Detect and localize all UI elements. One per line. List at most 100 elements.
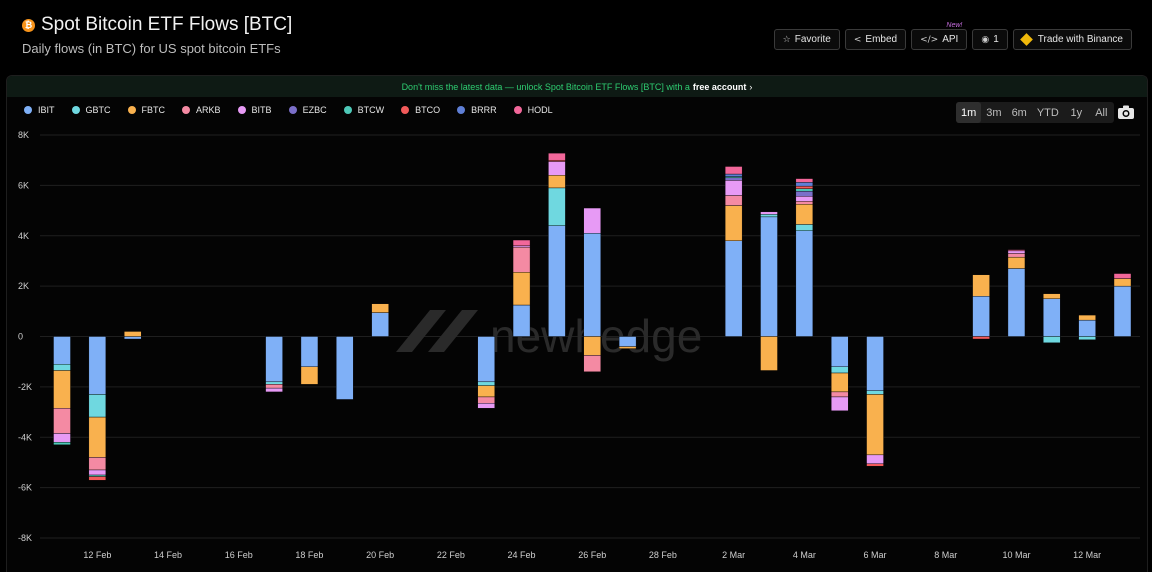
- range-1m[interactable]: 1m: [956, 102, 982, 123]
- bar-segment-ibit[interactable]: [371, 312, 389, 337]
- bar-segment-bitb[interactable]: [548, 161, 566, 176]
- bar-segment-ibit[interactable]: [512, 304, 531, 337]
- bar-segment-ibit[interactable]: [724, 240, 743, 337]
- legend-item-btcw[interactable]: BTCW: [343, 105, 384, 115]
- bar-segment-fbtc[interactable]: [1078, 314, 1096, 321]
- bar-segment-btco[interactable]: [795, 185, 814, 189]
- bar-segment-hodl[interactable]: [512, 239, 531, 247]
- bar-segment-ibit[interactable]: [583, 233, 601, 337]
- bar-segment-fbtc[interactable]: [512, 272, 531, 306]
- bar-segment-btcw[interactable]: [53, 442, 71, 446]
- bar-segment-fbtc[interactable]: [548, 175, 566, 189]
- upgrade-banner[interactable]: Don't miss the latest data — unlock Spot…: [7, 76, 1147, 97]
- legend-item-hodl[interactable]: HODL: [513, 105, 553, 115]
- bar-segment-ibit[interactable]: [760, 216, 778, 337]
- api-button[interactable]: New! </> API: [911, 22, 968, 50]
- bar-segment-arkb[interactable]: [88, 457, 107, 471]
- favorite-button[interactable]: ☆ Favorite: [773, 29, 840, 50]
- bar-segment-fbtc[interactable]: [866, 394, 884, 456]
- bar-segment-ibit[interactable]: [300, 336, 319, 367]
- bar-segment-ibit[interactable]: [88, 336, 107, 395]
- bar-segment-gbtc[interactable]: [866, 390, 884, 395]
- bar-segment-ibit[interactable]: [795, 230, 814, 337]
- bar-segment-gbtc[interactable]: [53, 364, 71, 371]
- bar-segment-gbtc[interactable]: [1078, 336, 1096, 340]
- bar-segment-gbtc[interactable]: [795, 224, 814, 231]
- legend-item-fbtc[interactable]: FBTC: [127, 105, 165, 115]
- legend-item-arkb[interactable]: ARKB: [182, 105, 221, 115]
- bar-segment-gbtc[interactable]: [88, 394, 107, 418]
- bar-segment-arkb[interactable]: [583, 355, 601, 372]
- bar-segment-btco[interactable]: [88, 476, 107, 481]
- free-account-link[interactable]: free account: [692, 81, 747, 92]
- bar-segment-bitb[interactable]: [866, 454, 884, 464]
- bar-segment-btcw[interactable]: [88, 474, 107, 477]
- bar-segment-fbtc[interactable]: [53, 370, 71, 409]
- bar-segment-ibit[interactable]: [618, 336, 637, 347]
- bar-segment-ibit[interactable]: [831, 336, 849, 367]
- bar-segment-gbtc[interactable]: [265, 381, 283, 385]
- watchers-button[interactable]: ◉ 1: [972, 29, 1008, 50]
- bar-segment-fbtc[interactable]: [972, 274, 990, 297]
- bar-segment-hodl[interactable]: [724, 166, 743, 175]
- bar-segment-btco[interactable]: [972, 336, 990, 340]
- bar-segment-fbtc[interactable]: [1007, 256, 1026, 269]
- range-6m[interactable]: 6m: [1011, 106, 1027, 119]
- bar-segment-ezbc[interactable]: [724, 177, 743, 181]
- trade-binance-button[interactable]: Trade with Binance: [1012, 29, 1132, 50]
- bar-segment-arkb[interactable]: [53, 408, 71, 434]
- legend-item-btco[interactable]: BTCO: [401, 105, 440, 115]
- bar-segment-hodl[interactable]: [1113, 273, 1132, 279]
- bar-segment-btcw[interactable]: [795, 188, 814, 192]
- legend-item-bitb[interactable]: BITB: [237, 105, 272, 115]
- bar-segment-fbtc[interactable]: [724, 205, 743, 241]
- bar-segment-bitb[interactable]: [265, 387, 283, 393]
- bar-segment-gbtc[interactable]: [548, 187, 566, 226]
- embed-button[interactable]: < Embed: [844, 29, 907, 50]
- bar-segment-arkb[interactable]: [724, 195, 743, 206]
- bar-segment-ibit[interactable]: [1113, 285, 1132, 337]
- bar-segment-ibit[interactable]: [548, 225, 566, 337]
- bar-segment-bitb[interactable]: [724, 180, 743, 196]
- bar-segment-ezbc[interactable]: [795, 190, 814, 197]
- range-all[interactable]: All: [1095, 106, 1108, 119]
- bar-segment-bitb[interactable]: [477, 403, 495, 409]
- bar-segment-arkb[interactable]: [512, 246, 531, 273]
- bar-segment-fbtc[interactable]: [123, 331, 142, 337]
- bar-segment-ibit[interactable]: [477, 336, 495, 383]
- bar-segment-ibit[interactable]: [123, 336, 142, 340]
- bar-segment-bitb[interactable]: [1007, 250, 1026, 254]
- camera-icon[interactable]: [1117, 104, 1135, 120]
- bar-segment-fbtc[interactable]: [88, 416, 107, 458]
- bar-segment-arkb[interactable]: [477, 396, 495, 404]
- range-ytd[interactable]: YTD: [1036, 106, 1059, 119]
- bar-segment-gbtc[interactable]: [760, 214, 778, 218]
- bar-segment-ibit[interactable]: [1007, 268, 1026, 337]
- legend-item-gbtc[interactable]: GBTC: [71, 105, 111, 115]
- bar-segment-ibit[interactable]: [53, 336, 71, 365]
- legend-item-brrr[interactable]: BRRR: [457, 105, 497, 115]
- bar-segment-ibit[interactable]: [972, 296, 990, 337]
- bar-segment-bitb[interactable]: [831, 396, 849, 412]
- bar-segment-bitb[interactable]: [583, 207, 601, 234]
- bar-segment-btco[interactable]: [866, 463, 884, 467]
- bar-segment-bitb[interactable]: [53, 433, 71, 443]
- bar-segment-fbtc[interactable]: [831, 372, 849, 393]
- bar-segment-fbtc[interactable]: [618, 346, 637, 349]
- bar-segment-bitb[interactable]: [795, 196, 814, 202]
- bar-segment-fbtc[interactable]: [300, 366, 319, 385]
- bar-segment-ibit[interactable]: [866, 336, 884, 391]
- bar-segment-gbtc[interactable]: [477, 381, 495, 386]
- bar-segment-arkb[interactable]: [795, 201, 814, 205]
- bar-segment-hodl[interactable]: [1007, 249, 1026, 252]
- bar-segment-ibit[interactable]: [265, 336, 283, 383]
- bar-segment-gbtc[interactable]: [831, 366, 849, 374]
- bar-segment-bitb[interactable]: [760, 211, 778, 215]
- legend-item-ezbc[interactable]: EZBC: [288, 105, 327, 115]
- bar-segment-ibit[interactable]: [336, 336, 354, 400]
- bar-segment-fbtc[interactable]: [760, 336, 778, 371]
- bar-segment-fbtc[interactable]: [1113, 278, 1132, 287]
- bar-segment-ibit[interactable]: [1043, 298, 1061, 337]
- bar-segment-fbtc[interactable]: [583, 336, 601, 356]
- bar-segment-arkb[interactable]: [1007, 253, 1026, 258]
